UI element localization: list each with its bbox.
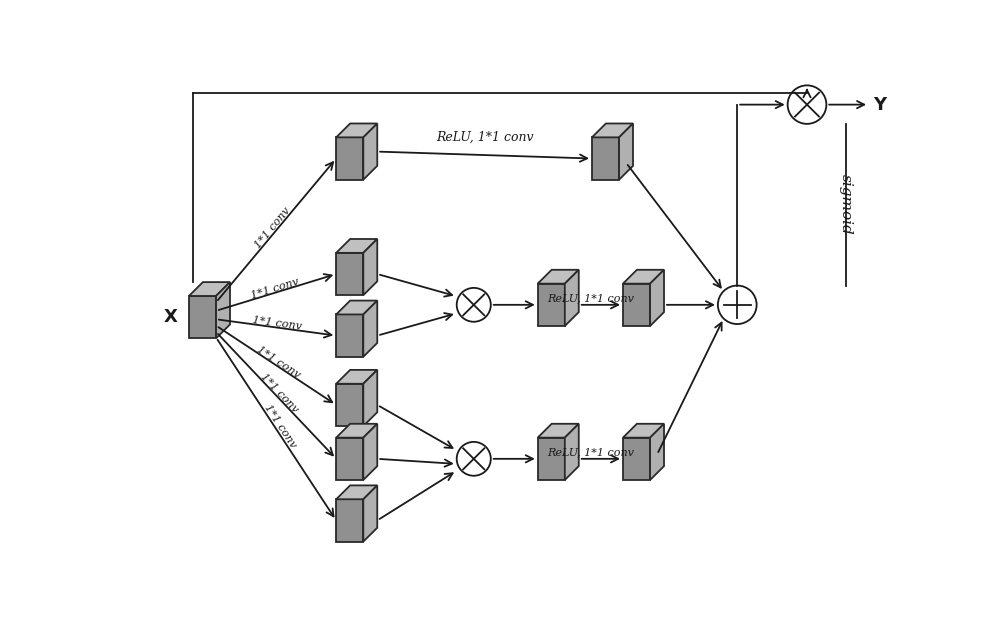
Polygon shape: [538, 270, 579, 284]
Polygon shape: [336, 438, 363, 480]
Text: 1*1 conv: 1*1 conv: [251, 315, 302, 332]
Text: X: X: [163, 308, 177, 326]
Polygon shape: [623, 284, 650, 326]
Polygon shape: [538, 438, 565, 480]
Polygon shape: [592, 138, 619, 180]
Polygon shape: [565, 270, 579, 326]
Text: 1*1 conv: 1*1 conv: [250, 277, 300, 301]
Polygon shape: [363, 239, 377, 295]
Polygon shape: [565, 424, 579, 480]
Polygon shape: [189, 282, 230, 296]
Polygon shape: [189, 296, 216, 338]
Polygon shape: [650, 424, 664, 480]
Polygon shape: [336, 370, 377, 384]
Polygon shape: [216, 282, 230, 338]
Text: Y: Y: [873, 95, 886, 114]
Polygon shape: [538, 284, 565, 326]
Polygon shape: [623, 270, 664, 284]
Polygon shape: [650, 270, 664, 326]
Polygon shape: [336, 424, 377, 438]
Text: 1*1 conv: 1*1 conv: [255, 344, 302, 380]
Polygon shape: [623, 424, 664, 438]
Polygon shape: [336, 315, 363, 357]
Polygon shape: [363, 301, 377, 357]
Polygon shape: [363, 485, 377, 541]
Polygon shape: [363, 424, 377, 480]
Polygon shape: [336, 239, 377, 253]
Polygon shape: [336, 124, 377, 138]
Polygon shape: [336, 253, 363, 295]
Text: 1*1 conv: 1*1 conv: [253, 205, 292, 250]
Text: ReLU, 1*1 conv: ReLU, 1*1 conv: [547, 448, 634, 458]
Polygon shape: [336, 499, 363, 541]
Polygon shape: [592, 124, 633, 138]
Polygon shape: [363, 370, 377, 426]
Text: 1*1 conv: 1*1 conv: [258, 371, 300, 414]
Polygon shape: [336, 138, 363, 180]
Polygon shape: [336, 301, 377, 315]
Text: ReLU, 1*1 conv: ReLU, 1*1 conv: [547, 294, 634, 304]
Polygon shape: [623, 438, 650, 480]
Text: 1*1 conv: 1*1 conv: [262, 403, 298, 450]
Polygon shape: [336, 384, 363, 426]
Polygon shape: [363, 124, 377, 180]
Text: ReLU, 1*1 conv: ReLU, 1*1 conv: [436, 131, 533, 143]
Polygon shape: [538, 424, 579, 438]
Polygon shape: [619, 124, 633, 180]
Text: sigmoid: sigmoid: [839, 175, 853, 235]
Polygon shape: [336, 485, 377, 499]
